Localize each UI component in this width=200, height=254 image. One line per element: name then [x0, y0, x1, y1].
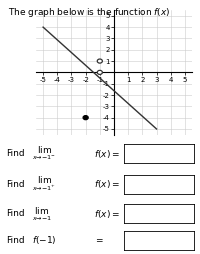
Text: Find: Find: [6, 209, 25, 218]
Text: Find: Find: [6, 180, 25, 189]
Text: Find: Find: [6, 235, 25, 245]
Text: The graph below is the function $f(x)$: The graph below is the function $f(x)$: [8, 6, 170, 19]
Text: $f(x) =$: $f(x) =$: [94, 208, 120, 220]
Circle shape: [97, 59, 102, 63]
Text: $f(-1)$: $f(-1)$: [32, 234, 57, 246]
Circle shape: [83, 116, 88, 120]
Text: $=$: $=$: [94, 235, 104, 245]
Text: $f(x) =$: $f(x) =$: [94, 148, 120, 160]
Text: $\lim_{x \to -1^+}$: $\lim_{x \to -1^+}$: [32, 175, 56, 193]
Circle shape: [97, 70, 102, 74]
Text: Find: Find: [6, 149, 25, 158]
Text: $\lim_{x \to -1^-}$: $\lim_{x \to -1^-}$: [32, 145, 56, 163]
Text: $\lim_{x \to -1}$: $\lim_{x \to -1}$: [32, 205, 52, 223]
Text: $f(x) =$: $f(x) =$: [94, 178, 120, 190]
